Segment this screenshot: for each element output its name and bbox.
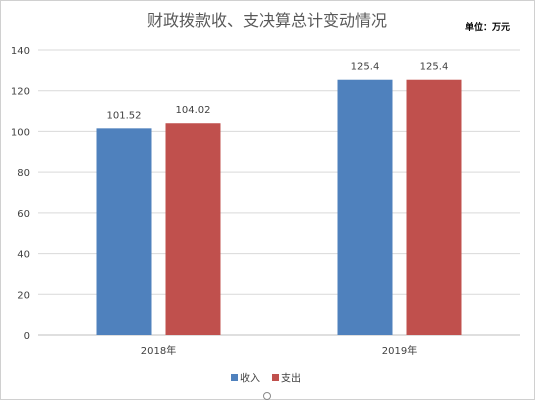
legend-swatch xyxy=(231,374,238,381)
chart-title: 财政拨款收、支决算总计变动情况 xyxy=(147,11,387,30)
y-tick-label: 140 xyxy=(11,46,30,57)
legend-label: 支出 xyxy=(281,372,301,385)
y-tick-label: 120 xyxy=(11,87,30,98)
data-label: 125.4 xyxy=(351,62,380,73)
y-tick-label: 100 xyxy=(11,127,30,138)
bar-支出-2019年 xyxy=(406,79,462,335)
y-axis-ticks: 0 20 40 60 80 100 120 140 xyxy=(11,46,30,342)
y-tick-label: 20 xyxy=(17,290,30,301)
x-category-label: 2019年 xyxy=(382,344,417,357)
data-label: 125.4 xyxy=(420,62,449,73)
bars xyxy=(96,79,462,336)
y-tick-label: 0 xyxy=(24,331,30,342)
x-category-label: 2018年 xyxy=(141,344,176,357)
legend-swatch xyxy=(272,374,279,381)
x-axis-categories: 2018年 2019年 xyxy=(141,344,417,357)
data-label: 104.02 xyxy=(176,105,211,116)
legend: 收入 支出 xyxy=(231,372,301,385)
legend-label: 收入 xyxy=(240,372,260,385)
y-tick-label: 40 xyxy=(17,250,30,261)
y-tick-label: 80 xyxy=(17,168,30,179)
bar-收入-2018年 xyxy=(96,128,152,335)
data-labels: 101.52 104.02 125.4 125.4 xyxy=(107,62,449,122)
bar-支出-2018年 xyxy=(165,123,221,336)
bar-收入-2019年 xyxy=(337,79,393,335)
data-label: 101.52 xyxy=(107,110,142,121)
resize-handle-bottom[interactable] xyxy=(263,392,271,400)
unit-label: 单位：万元 xyxy=(465,21,510,33)
y-tick-label: 60 xyxy=(17,209,30,220)
